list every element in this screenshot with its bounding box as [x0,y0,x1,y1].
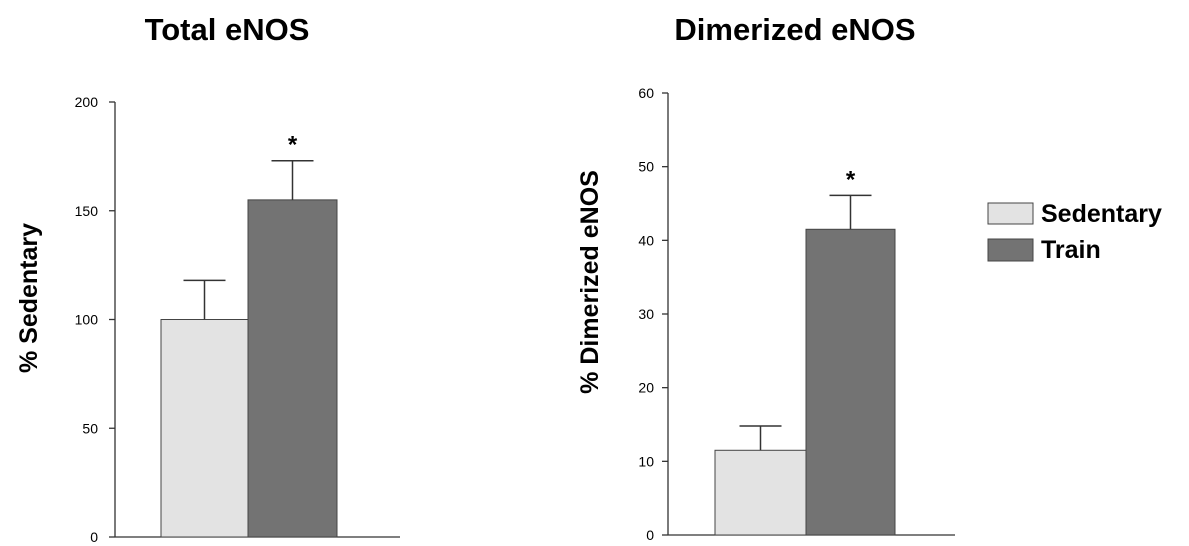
y-tick-label: 10 [638,453,654,469]
legend-swatch-sedentary [987,202,1034,225]
legend: Sedentary Train [987,200,1162,264]
bar-sedentary [714,449,807,536]
chart-title: Total eNOS [145,12,310,47]
chart-total-enos: Total eNOS % Sedentary 0 50 100 150 200 * [15,12,400,545]
y-axis-title: % Dimerized eNOS [576,170,604,394]
y-ticks: 0 10 20 30 40 50 60 [638,85,668,543]
y-tick-label: 50 [82,420,98,436]
y-tick-label: 30 [638,306,654,322]
legend-swatch-train [987,238,1034,262]
legend-label-sedentary: Sedentary [1041,200,1162,228]
y-tick-label: 200 [75,94,99,110]
y-tick-label: 60 [638,85,654,101]
significance-marker: * [288,132,298,159]
legend-label-train: Train [1041,236,1101,264]
bars: * [714,166,896,536]
y-tick-label: 50 [638,159,654,175]
y-tick-label: 0 [90,529,98,545]
chart-dimerized-enos: Dimerized eNOS % Dimerized eNOS 0 10 20 30 4… [576,12,955,543]
y-tick-label: 20 [638,380,654,396]
y-tick-label: 0 [646,527,654,543]
bar-train [805,228,896,536]
y-tick-label: 40 [638,232,654,248]
y-tick-label: 150 [75,203,99,219]
bar-sedentary [160,319,249,538]
bars: * [160,132,338,538]
y-axis-title: % Sedentary [15,223,43,373]
significance-marker: * [846,166,856,193]
bar-train [247,199,338,538]
chart-title: Dimerized eNOS [674,12,915,47]
y-ticks: 0 50 100 150 200 [75,94,115,545]
y-tick-label: 100 [75,312,99,328]
